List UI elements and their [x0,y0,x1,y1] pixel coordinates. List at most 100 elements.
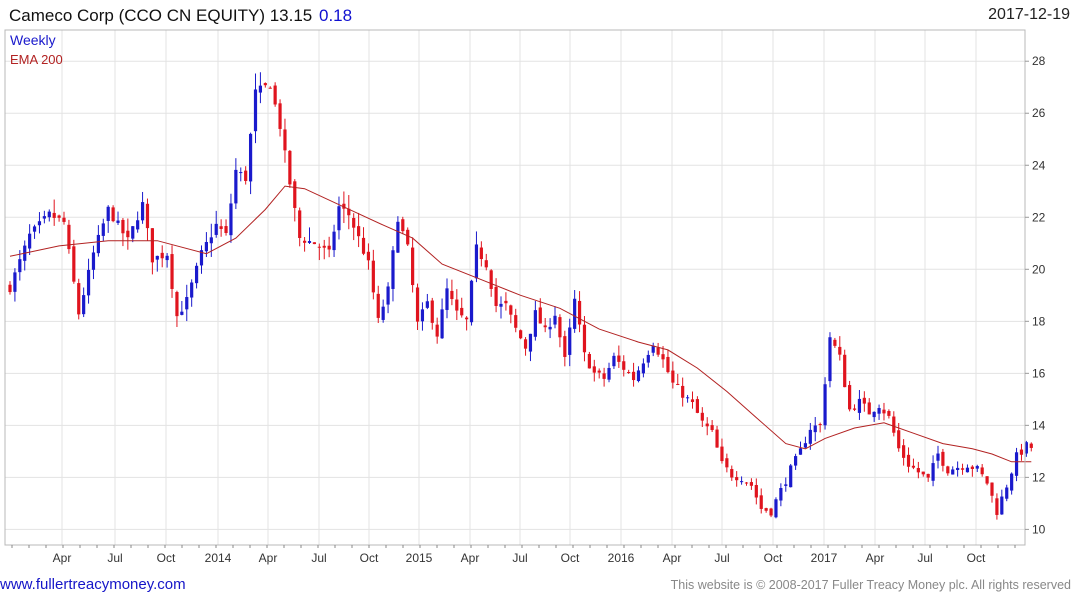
candle-body [13,272,17,292]
candlesticks [8,72,1033,520]
candle-body [764,508,768,511]
candle-body [794,456,798,466]
candle-body [67,224,71,250]
chart-header: Cameco Corp (CCO CN EQUITY) 13.15 0.18 2… [0,0,1075,30]
candle-body [577,300,582,325]
candle-body [848,385,852,410]
candle-body [568,327,572,355]
grid-lines [5,30,1025,545]
candle-body [862,397,866,404]
candle-body [936,453,940,461]
candle-body [278,103,282,129]
x-tick-label: Apr [259,551,278,565]
candle-body [160,252,164,259]
candle-body [833,339,837,346]
candle-body [253,89,258,132]
candle-body [823,384,827,426]
candle-body [131,226,135,239]
y-tick-label: 14 [1032,418,1046,432]
candle-body [685,397,690,399]
candle-body [239,172,243,174]
candle-body [258,85,263,93]
candle-body [312,242,317,245]
candle-body [725,458,729,468]
candle-body [155,255,159,260]
candle-body [607,367,611,380]
candle-body [931,463,935,481]
x-tick-label: Apr [53,551,72,565]
candle-body [710,425,714,431]
candle-body [916,468,920,473]
candle-body [882,409,886,414]
candle-body [671,370,675,383]
candle-body [91,252,96,270]
legend-ema: EMA 200 [10,52,63,67]
candle-body [347,208,351,216]
candle-body [695,399,699,413]
candle-body [1019,449,1024,455]
candle-body [956,467,960,470]
candle-body [352,217,356,228]
candle-body [57,215,61,218]
candle-body [509,305,513,315]
candle-body [126,230,130,238]
candle-body [288,150,292,185]
candle-body [960,468,965,470]
candle-body [234,169,238,204]
candle-body [636,370,641,382]
x-tick-label: Oct [561,551,580,565]
candle-body [720,446,724,462]
candle-body [739,481,744,483]
y-tick-label: 18 [1032,314,1046,328]
candle-body [784,484,788,486]
candle-body [86,269,91,296]
candle-body [204,242,208,252]
y-tick-label: 26 [1032,106,1046,120]
candle-body [813,425,817,433]
candle-body [327,245,331,250]
candle-body [774,499,778,518]
candle-body [72,246,76,282]
candle-body [582,324,587,353]
candle-body [52,212,56,218]
candle-body [504,300,508,304]
candle-body [656,347,660,355]
candle-body [754,484,758,498]
candle-body [646,354,650,363]
candle-body [946,466,950,474]
candle-body [8,284,12,293]
candle-body [602,373,606,379]
site-link[interactable]: www.fullertreacymoney.com [0,576,186,593]
candle-body [666,356,670,373]
candle-body [1014,452,1019,476]
candle-body [494,286,498,306]
candle-body [214,223,218,235]
candle-body [1024,442,1028,454]
candle-body [307,241,312,243]
y-tick-label: 22 [1032,210,1046,224]
candle-body [263,83,267,86]
candle-body [180,311,184,315]
ema-200-line [9,185,1032,463]
candle-body [42,216,46,219]
candle-body [111,207,115,222]
candle-body [371,260,375,293]
x-tick-label: 2014 [205,551,232,565]
candle-body [735,477,739,481]
candle-body [435,324,439,337]
candle-body [798,448,803,455]
security-title: Cameco Corp (CCO CN EQUITY) 13.15 [9,6,313,25]
candle-body [592,366,596,373]
candle-body [818,424,822,426]
candle-body [82,295,86,315]
candle-body [803,443,808,448]
candle-body [440,309,444,339]
candle-body [415,287,420,322]
candle-body [514,315,518,328]
x-axis: Apr Jul Oct 2014 Apr Jul Oct 2015 Apr Jul Oct 2016 A… [11,545,1016,565]
candle-body [921,471,925,475]
candle-body [406,229,410,245]
candle-body [136,220,140,230]
candle-body [622,361,626,370]
